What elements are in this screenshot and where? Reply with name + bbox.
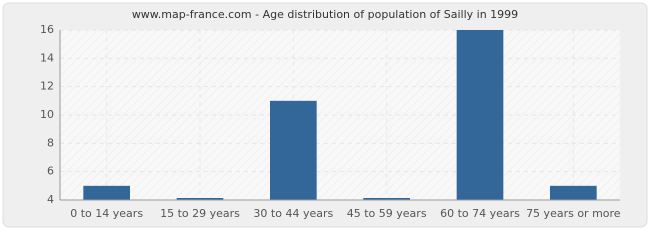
y-tick-label: 10 — [40, 108, 54, 121]
y-tick-label: 8 — [47, 136, 54, 149]
bar — [363, 198, 410, 200]
x-tick-label: 30 to 44 years — [253, 207, 333, 220]
x-tick-label: 45 to 59 years — [347, 207, 427, 220]
x-tick-label: 15 to 29 years — [160, 207, 240, 220]
x-tick-label: 0 to 14 years — [70, 207, 143, 220]
y-tick-label: 12 — [40, 80, 54, 93]
bar — [550, 185, 597, 200]
chart-title: www.map-france.com - Age distribution of… — [132, 8, 518, 21]
y-tick-label: 6 — [47, 165, 54, 178]
page: www.map-france.com - Age distribution of… — [2, 2, 648, 228]
y-tick-label: 4 — [47, 193, 54, 206]
y-tick-label: 16 — [40, 23, 54, 36]
y-tick-label: 14 — [40, 51, 54, 64]
bar — [270, 100, 317, 200]
x-tick-label: 60 to 74 years — [440, 207, 520, 220]
bar — [176, 198, 224, 200]
chart: www.map-france.com - Age distribution of… — [2, 2, 648, 228]
bar — [456, 30, 504, 200]
x-tick-label: 75 years or more — [526, 207, 621, 220]
bar — [83, 185, 130, 200]
